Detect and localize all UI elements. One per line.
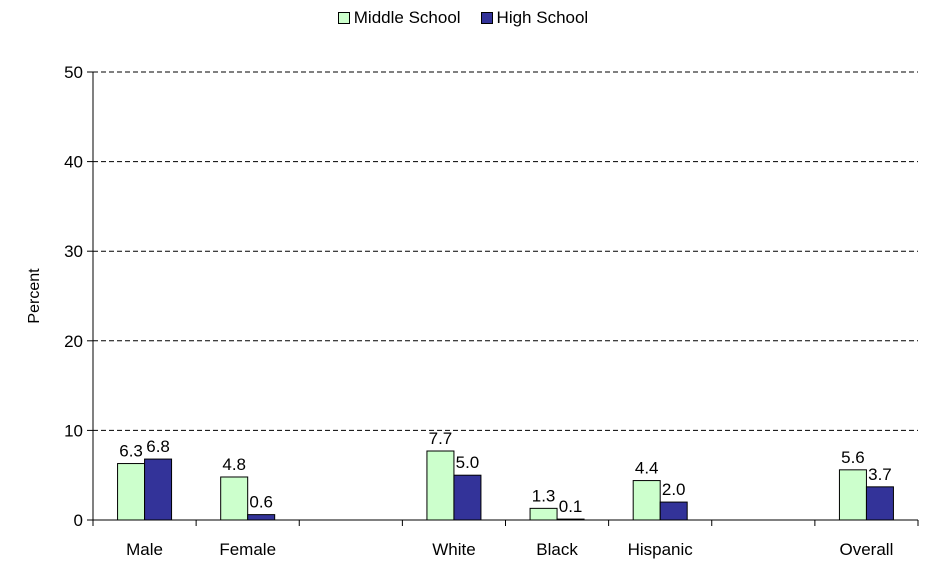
y-tick-label: 20 bbox=[64, 332, 83, 351]
axes: 0 10 20 30 40 50 Male Female White Black Hispanic O… bbox=[64, 63, 919, 559]
legend-swatch-high-school bbox=[480, 12, 493, 24]
data-label: 2.0 bbox=[662, 480, 686, 499]
bar bbox=[453, 474, 482, 521]
y-axis-label: Percent bbox=[26, 268, 43, 324]
bars bbox=[117, 450, 894, 521]
bar bbox=[632, 480, 661, 521]
y-tick-label: 30 bbox=[64, 242, 83, 261]
bar bbox=[247, 514, 276, 521]
data-label: 7.7 bbox=[429, 429, 453, 448]
data-label: 4.8 bbox=[222, 455, 246, 474]
data-label: 5.0 bbox=[456, 453, 480, 472]
bar bbox=[838, 469, 867, 521]
data-label: 3.7 bbox=[868, 465, 892, 484]
y-tick-label: 0 bbox=[74, 511, 83, 530]
data-label: 4.4 bbox=[635, 459, 659, 478]
x-tick-label: Hispanic bbox=[628, 540, 694, 559]
bar bbox=[220, 476, 249, 521]
data-label: 6.3 bbox=[119, 442, 143, 461]
data-label: 1.3 bbox=[532, 486, 556, 505]
grid-lines bbox=[93, 71, 918, 431]
x-tick-label: Female bbox=[219, 540, 276, 559]
data-label: 0.6 bbox=[249, 493, 273, 512]
bar bbox=[117, 463, 146, 521]
legend-label-middle-school: Middle School bbox=[353, 8, 461, 27]
y-tick-label: 10 bbox=[64, 421, 83, 440]
bar bbox=[529, 507, 558, 521]
x-tick-label: Male bbox=[126, 540, 163, 559]
bar bbox=[865, 486, 894, 521]
data-label: 6.8 bbox=[146, 437, 170, 456]
data-labels: 6.3 6.8 4.80.6 7.75.0 1.30.1 4.42.0 5.63.7 bbox=[119, 429, 892, 516]
legend-swatch-middle-school bbox=[337, 12, 350, 24]
legend-label-high-school: High School bbox=[496, 8, 589, 27]
y-tick-label: 50 bbox=[64, 63, 83, 82]
data-label: 5.6 bbox=[841, 448, 865, 467]
data-label: 0.1 bbox=[559, 497, 583, 516]
bar bbox=[426, 450, 455, 521]
legend-item-middle-school: Middle School bbox=[337, 8, 461, 28]
bar bbox=[659, 501, 688, 521]
x-tick-label: White bbox=[432, 540, 475, 559]
y-tick-label: 40 bbox=[64, 153, 83, 172]
legend-item-high-school: High School bbox=[480, 8, 589, 28]
x-tick-label: Black bbox=[536, 540, 578, 559]
x-tick-label: Overall bbox=[840, 540, 894, 559]
chart-legend: Middle School High School bbox=[0, 8, 926, 28]
bar bbox=[144, 458, 173, 521]
